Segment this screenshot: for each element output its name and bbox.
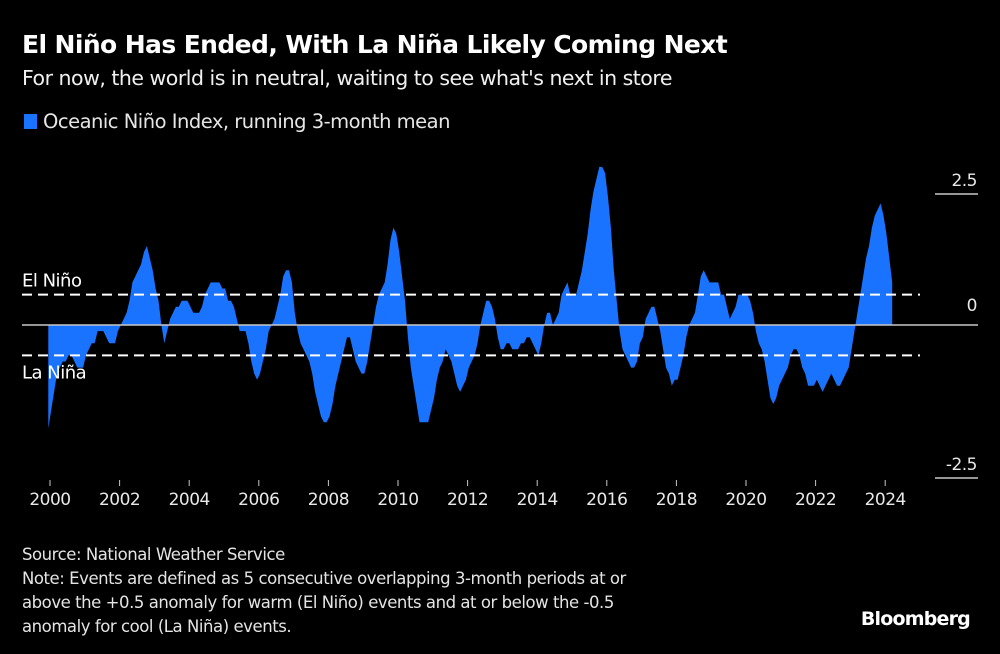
y-tick-label: -2.5 [946, 455, 977, 475]
footer: Source: National Weather Service Note: E… [22, 543, 802, 639]
note-line: above the +0.5 anomaly for warm (El Niño… [22, 593, 614, 612]
y-axis: 2.5 0 -2.5 [935, 171, 978, 479]
oni-area [48, 166, 893, 429]
x-tick-label: 2006 [238, 490, 279, 510]
x-tick-label: 2014 [517, 490, 558, 510]
legend-swatch [24, 114, 37, 129]
x-tick-label: 2020 [725, 490, 766, 510]
x-tick-label: 2010 [377, 490, 418, 510]
x-tick-label: 2024 [865, 490, 906, 510]
area-layer [48, 166, 893, 429]
y-tick-label: 0 [967, 296, 977, 316]
bloomberg-logo: Bloomberg [860, 608, 971, 630]
legend: Oceanic Niño Index, running 3-month mean [24, 110, 450, 133]
chart-title: El Niño Has Ended, With La Niña Likely C… [22, 30, 728, 59]
x-axis: 2000 2002 2004 2006 2008 2010 2012 2014 2016 2018… [29, 480, 906, 510]
x-tick-label: 2004 [169, 490, 210, 510]
chart-subtitle: For now, the world is in neutral, waitin… [22, 66, 672, 90]
x-tick-label: 2022 [795, 490, 836, 510]
y-tick-label: 2.5 [951, 171, 977, 191]
x-tick-label: 2008 [308, 490, 349, 510]
x-tick-label: 2012 [447, 490, 488, 510]
x-tick-label: 2000 [29, 490, 70, 510]
note-line: Note: Events are defined as 5 consecutiv… [22, 569, 626, 588]
source-text: Source: National Weather Service [22, 545, 285, 564]
el-nino-label: El Niño [22, 271, 82, 292]
la-nina-label: La Niña [22, 362, 86, 383]
note-line: anomaly for cool (La Niña) events. [22, 617, 292, 636]
legend-label: Oceanic Niño Index, running 3-month mean [43, 110, 450, 133]
x-tick-label: 2002 [99, 490, 140, 510]
x-tick-label: 2016 [586, 490, 627, 510]
x-tick-label: 2018 [656, 490, 697, 510]
